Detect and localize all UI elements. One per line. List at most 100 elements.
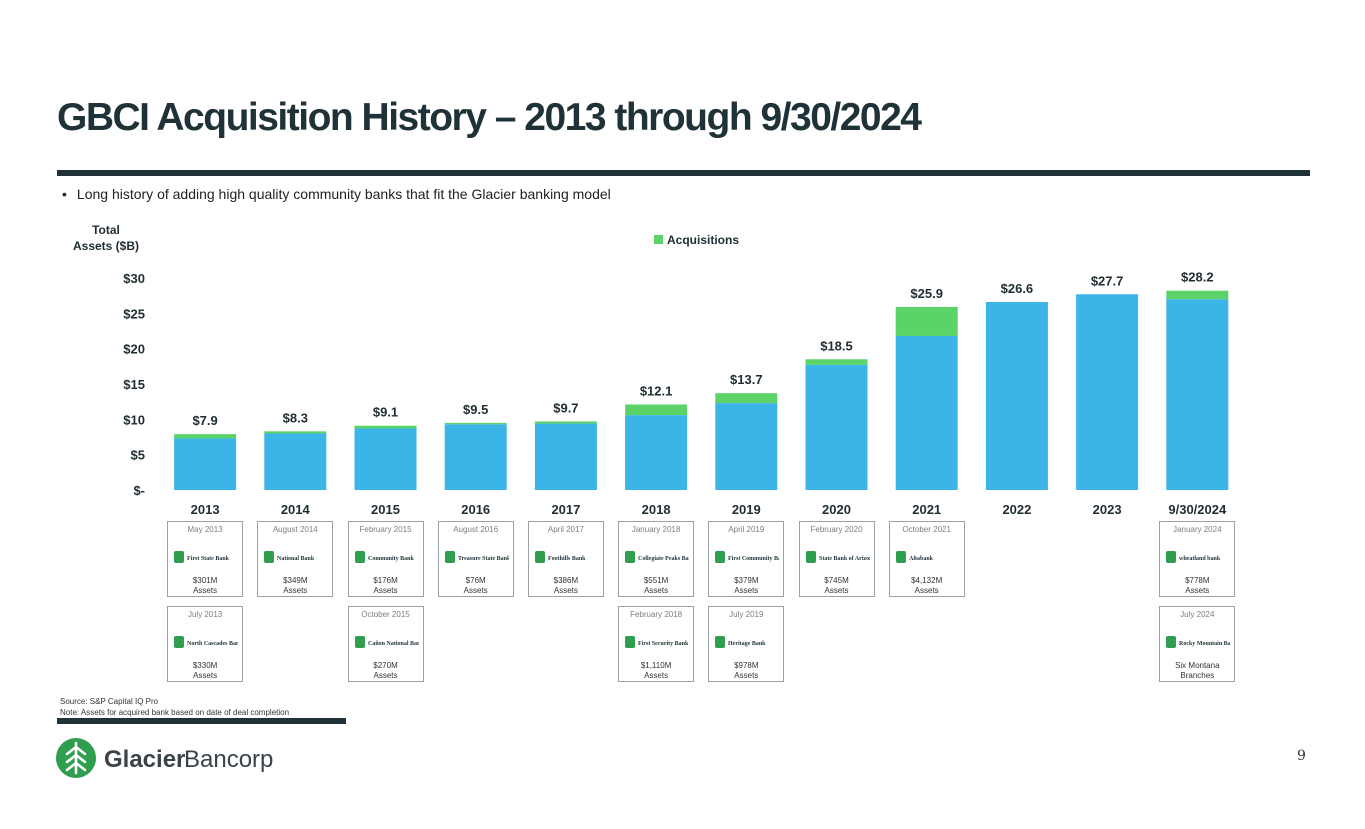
bar-acquisitions [625,404,688,416]
y-tick-label: $10 [123,412,145,427]
bar-acquisitions [354,425,417,429]
acquired-amount: $76M [465,576,486,585]
bar-organic [264,433,327,490]
acquisition-card: October 2015 Cañon National Bank $270M Asse… [347,606,424,682]
acquisition-card: October 2021 Altabank $4,132M Assets [888,521,965,597]
bank-logo-icon: Altabank [895,551,934,563]
bar-acquisitions [534,421,597,424]
bank-name: Foothills Bank [548,556,586,562]
acquired-assets: $301M Assets [168,576,242,596]
bank-name: First Security Bank [638,641,689,647]
acquired-assets: $349M Assets [258,576,332,596]
acquired-unit: Assets [824,586,849,595]
bar-organic [625,415,688,490]
acquisition-date: January 2024 [1173,525,1222,534]
acquired-amount: $330M [192,661,218,670]
data-label: $28.2 [1181,270,1214,285]
acquisition-card: July 2024 Rocky Mountain Bank Six MontanaB… [1159,606,1236,682]
acquisition-date: April 2017 [547,525,584,534]
y-tick-label: $5 [131,448,145,463]
bar-acquisitions [444,422,507,425]
note-line: Note: Assets for acquired bank based on … [60,708,290,717]
acquisition-date: August 2016 [453,525,499,534]
bar-organic [1166,299,1229,490]
x-tick-label: 2023 [1093,502,1122,517]
bank-logo-icon: Rocky Mountain Bank [1166,636,1230,648]
acquired-unit: Assets [734,671,759,680]
bank-name: Altabank [909,556,934,562]
bank-name: Community Bank [368,556,415,562]
acquired-assets: $270M Assets [349,661,423,681]
acquired-amount: $176M [373,576,398,585]
x-tick-label: 2015 [371,502,400,517]
acquisition-card: February 2018 First Security Bank $1,110M A… [618,606,695,682]
acquisition-card: February 2015 Community Bank $176M Assets [347,521,424,597]
acquired-assets: $4,132M Assets [890,576,964,596]
bullet-dot-icon: • [62,186,67,202]
bank-logo-icon: Treasure State Bank [444,551,509,563]
acquired-unit: Assets [644,586,669,595]
bank-name: Heritage Bank [728,641,766,647]
acquired-unit: Assets [193,586,218,595]
acquired-unit: Assets [734,586,759,595]
acquired-assets: $330M Assets [168,661,242,681]
legend-swatch [654,235,663,244]
page-number: 9 [1297,748,1306,764]
bank-logo-icon: Collegiate Peaks Bank [625,551,689,563]
bank-name: Treasure State Bank [458,556,509,562]
acquired-assets: $745M Assets [800,576,874,596]
bank-name: Collegiate Peaks Bank [638,556,689,562]
data-label: $9.1 [373,405,398,420]
acquired-amount: $386M [553,576,579,585]
bar-organic [354,428,417,490]
acquired-assets: $1,110M Assets [619,661,693,681]
bar-acquisitions [715,393,778,404]
acquired-amount: Six Montana [1175,661,1220,670]
total-assets-chart: Total Assets ($B) $- $5 $10 $15 $20 $25 $30 Acqui… [73,223,1229,517]
title-divider [57,170,1310,176]
bar-acquisitions [1166,290,1229,300]
bar-organic [1076,294,1139,490]
acquisition-card: July 2019 Heritage Bank $978M Assets [708,606,785,682]
acquired-assets: $76M Assets [439,576,513,596]
acquisition-card: January 2018 Collegiate Peaks Bank $551MAs… [618,521,695,597]
acquired-assets: $176M Assets [349,576,423,596]
acquired-assets: $386M Assets [529,576,603,596]
bar-organic [534,423,597,490]
y-axis-title: Assets ($B) [73,239,139,253]
x-tick-label: 2014 [281,502,311,517]
bar-organic [444,424,507,490]
acquired-amount: $778M [1185,576,1210,585]
bank-logo-icon: First Community Bank [715,551,779,563]
bar-organic [985,302,1048,490]
bank-logo-icon: wheatland bank [1166,551,1221,563]
bank-name: Rocky Mountain Bank [1179,641,1230,647]
acquisition-card: July 2013 North Cascades Bank $330M Assets [167,606,244,682]
bank-name: National Bank [277,556,315,562]
bank-name: Cañon National Bank [368,641,419,647]
bar-acquisitions [895,306,958,336]
bar-acquisitions [264,431,327,434]
acquisition-date: August 2014 [272,525,318,534]
x-tick-label: 2016 [461,502,490,517]
acquisition-card: August 2014 National Bank $349M Assets [257,521,334,597]
x-tick-label: 2013 [191,502,220,517]
acquisition-date: February 2020 [810,525,863,534]
acquired-amount: $978M [734,661,759,670]
acquired-assets: $379M Assets [709,576,783,596]
bar-organic [895,335,958,490]
acquisition-card: May 2013 First State Bank $301M Assets [167,521,244,597]
acquired-unit: Assets [644,671,669,680]
bank-logo-icon: Foothills Bank [534,551,586,563]
data-label: $25.9 [910,286,943,301]
summary-bullet: • Long history of adding high quality com… [62,186,611,202]
acquisition-date: April 2019 [728,525,765,534]
x-tick-label: 2022 [1002,502,1031,517]
x-tick-label: 2018 [642,502,671,517]
acquisition-date: July 2013 [187,610,223,619]
acquisition-card: February 2020 State Bank of Arizona $745M A… [798,521,875,597]
x-tick-label: 2017 [551,502,580,517]
page-title: GBCI Acquisition History – 2013 through … [57,96,922,139]
y-tick-label: $20 [123,342,145,357]
acquisition-card: January 2024 wheatland bank $778M Assets [1159,521,1236,597]
